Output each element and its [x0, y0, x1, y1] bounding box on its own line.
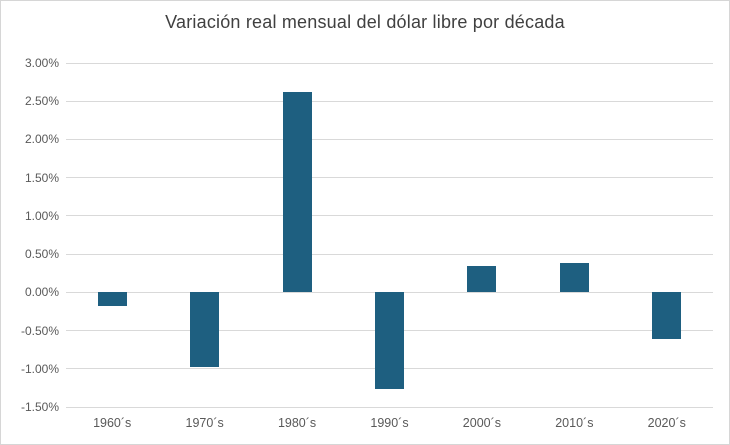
- y-axis-tick-label: -0.50%: [20, 323, 59, 338]
- x-axis-tick-label: 2020´s: [647, 416, 686, 430]
- x-axis-tick-label: 1960´s: [93, 416, 132, 430]
- gridline: [66, 177, 713, 179]
- bar: [467, 265, 497, 293]
- x-axis-tick-label: 1980´s: [277, 416, 317, 430]
- y-axis-tick-label: 0.00%: [24, 285, 59, 300]
- y-axis-tick-label: -1.00%: [20, 361, 59, 376]
- gridline: [66, 100, 713, 102]
- bar: [652, 292, 682, 339]
- gridline: [66, 215, 713, 217]
- x-axis-tick-label: 2010´s: [555, 416, 594, 430]
- bar: [282, 92, 312, 293]
- y-axis-tick-label: 3.00%: [24, 56, 59, 70]
- gridline: [66, 62, 713, 64]
- x-axis-tick-label: 1990´s: [370, 416, 409, 430]
- x-axis-tick-label: 1970´s: [185, 416, 224, 430]
- bar: [190, 292, 220, 368]
- gridline: [66, 406, 713, 408]
- bar: [97, 292, 127, 307]
- y-axis-tick-label: 2.50%: [24, 94, 59, 109]
- gridline: [66, 253, 713, 255]
- x-axis-tick-label: 2000´s: [462, 416, 502, 430]
- y-axis-tick-label: 1.00%: [24, 208, 59, 223]
- bar: [375, 292, 404, 390]
- y-axis-tick-label: -1.50%: [20, 400, 59, 414]
- gridline: [66, 138, 713, 140]
- bar: [559, 262, 589, 293]
- y-axis-tick-label: 2.00%: [24, 132, 59, 147]
- y-axis-tick-label: 0.50%: [24, 247, 59, 262]
- y-axis-tick-label: 1.50%: [24, 170, 59, 185]
- chart-title: Variación real mensual del dólar libre p…: [165, 12, 565, 32]
